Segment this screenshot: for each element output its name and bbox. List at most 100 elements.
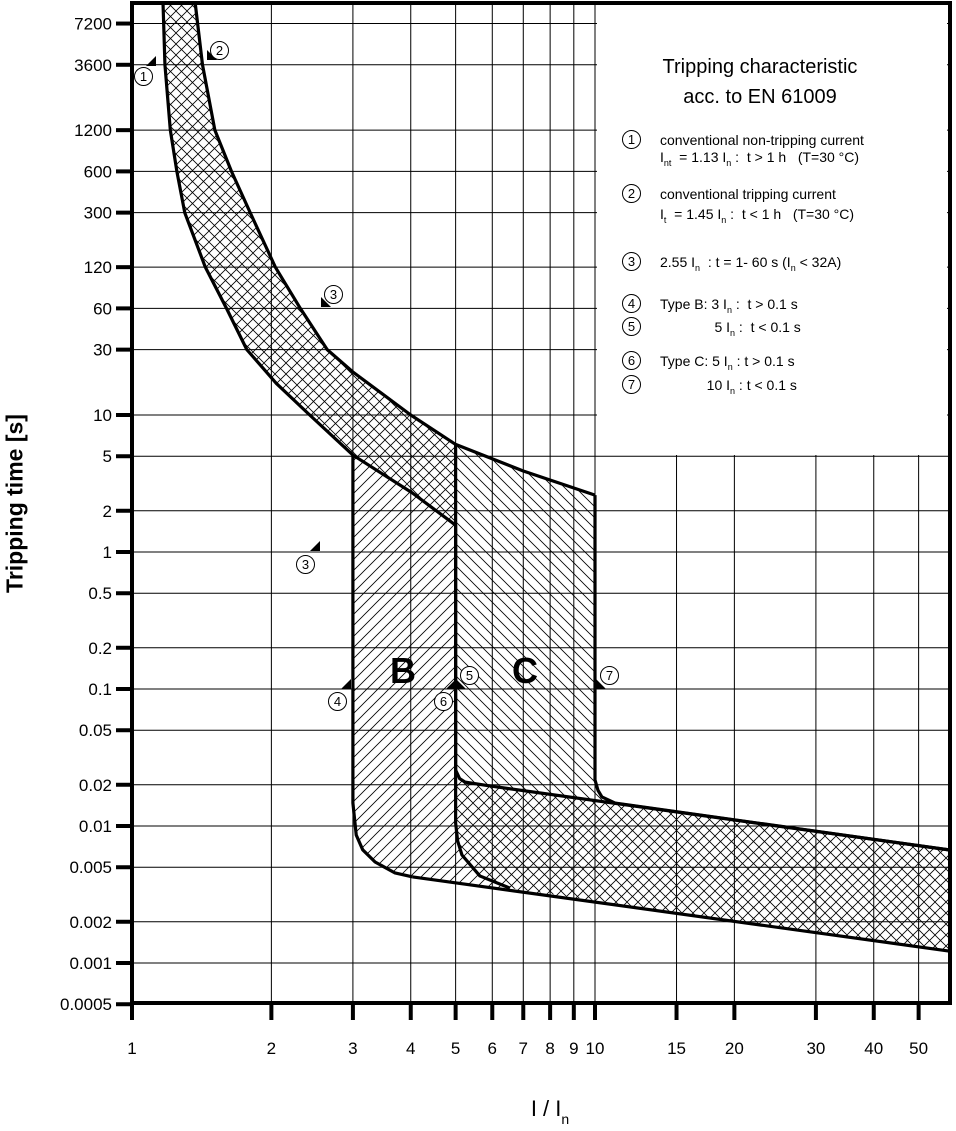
y-tick-label: 1 bbox=[103, 543, 112, 562]
y-tick-label: 120 bbox=[84, 258, 112, 277]
instantaneous-lower-line bbox=[412, 875, 951, 953]
legend-number-5: 5 bbox=[622, 317, 641, 336]
legend-item-text: Type C: 5 In : t > 0.1 s bbox=[660, 354, 795, 372]
x-tick-label: 15 bbox=[667, 1039, 686, 1058]
legend-number-1: 1 bbox=[622, 130, 641, 149]
x-axis-label: I / In bbox=[500, 1096, 600, 1127]
legend-number-4: 4 bbox=[622, 294, 641, 313]
x-tick-label: 30 bbox=[806, 1039, 825, 1058]
legend-item-text: 10 In : t < 0.1 s bbox=[660, 378, 797, 396]
legend-number-2: 2 bbox=[622, 184, 641, 203]
y-tick-label: 300 bbox=[84, 204, 112, 223]
legend-subscript: n bbox=[730, 328, 736, 338]
marker-flag-icon bbox=[446, 679, 456, 689]
legend-item-text: conventional non-tripping current bbox=[660, 133, 864, 147]
y-tick-label: 3600 bbox=[74, 56, 112, 75]
marker-6: 6 bbox=[434, 692, 453, 711]
type-b-lower-curve bbox=[351, 455, 414, 879]
legend-subscript: nt bbox=[663, 158, 672, 168]
legend-item-text: 2.55 In : t = 1- 60 s (In < 32A) bbox=[660, 255, 841, 273]
legend-text: 10 I bbox=[660, 377, 731, 393]
legend-item-text: 5 In : t < 0.1 s bbox=[660, 319, 801, 338]
legend-text: Type B: 3 I bbox=[660, 296, 727, 312]
marker-3: 3 bbox=[324, 285, 343, 304]
marker-flag-icon bbox=[310, 541, 320, 551]
legend-number-7: 7 bbox=[622, 375, 641, 394]
y-tick-label: 10 bbox=[93, 406, 112, 425]
y-tick-label: 0.02 bbox=[79, 776, 112, 795]
legend-text: : t < 1 h (T=30 °C) bbox=[726, 206, 855, 222]
x-tick-label: 20 bbox=[725, 1039, 744, 1058]
y-tick-label: 0.2 bbox=[88, 639, 112, 658]
legend-text: : t = 1- 60 s (I bbox=[700, 254, 791, 270]
marker-5: 5 bbox=[460, 666, 479, 685]
legend-text: 2.55 I bbox=[660, 254, 696, 270]
legend-subscript: n bbox=[730, 386, 736, 396]
y-tick-label: 0.002 bbox=[69, 913, 112, 932]
x-tick-label: 2 bbox=[267, 1039, 276, 1058]
legend-item-text: Int = 1.13 In : t > 1 h (T=30 °C) bbox=[660, 150, 859, 168]
legend-background bbox=[597, 5, 947, 455]
legend-item-text: conventional tripping current bbox=[660, 187, 836, 201]
legend-number-3: 3 bbox=[622, 252, 641, 271]
legend-text: : t < 0.1 s bbox=[735, 377, 797, 393]
x-tick-label: 8 bbox=[545, 1039, 554, 1058]
legend-text: I bbox=[660, 206, 664, 222]
x-tick-label: 9 bbox=[569, 1039, 578, 1058]
legend-number-6: 6 bbox=[622, 351, 641, 370]
marker-1: 1 bbox=[134, 67, 153, 86]
x-tick-label: 5 bbox=[451, 1039, 460, 1058]
legend-text: : t > 1 h (T=30 °C) bbox=[731, 149, 860, 165]
y-tick-label: 0.0005 bbox=[60, 995, 112, 1014]
chart-title-line-2: acc. to EN 61009 bbox=[683, 86, 837, 108]
y-tick-label: 1200 bbox=[74, 121, 112, 140]
x-tick-label: 3 bbox=[348, 1039, 357, 1058]
legend-item-text: It = 1.45 In : t < 1 h (T=30 °C) bbox=[660, 207, 854, 225]
type-c-lower-curve bbox=[454, 444, 511, 890]
axes: 1 2 3 4 5 6 7 8 9 10 15 20 30 40 507200360012006003001… bbox=[60, 1, 952, 1058]
marker-flag-icon bbox=[456, 679, 466, 689]
legend-item-text: Type B: 3 In : t > 0.1 s bbox=[660, 297, 798, 315]
x-tick-label: 10 bbox=[586, 1039, 605, 1058]
legend-text: conventional non-tripping current bbox=[660, 132, 864, 148]
legend-subscript: n bbox=[726, 158, 732, 168]
legend-subscript: n bbox=[695, 263, 701, 273]
legend-text: : t < 0.1 s bbox=[735, 319, 801, 335]
y-tick-label: 600 bbox=[84, 162, 112, 181]
y-tick-label: 0.5 bbox=[88, 584, 112, 603]
legend-text: < 32A) bbox=[795, 254, 842, 270]
marker-4: 4 bbox=[328, 692, 347, 711]
marker-flag-icon bbox=[321, 297, 331, 307]
marker-flags bbox=[146, 50, 606, 689]
marker-flag-icon bbox=[146, 56, 156, 66]
y-tick-label: 5 bbox=[103, 447, 112, 466]
x-tick-label: 6 bbox=[488, 1039, 497, 1058]
legend-text: : t > 0.1 s bbox=[732, 353, 795, 369]
legend-text: : t > 0.1 s bbox=[731, 296, 798, 312]
plot-frame bbox=[130, 1, 952, 1005]
x-axis-label-sub: n bbox=[561, 1111, 570, 1127]
legend-text: Type C: 5 I bbox=[660, 353, 728, 369]
legend-subscript: t bbox=[663, 215, 667, 225]
y-tick-label: 2 bbox=[103, 502, 112, 521]
x-tick-label: 40 bbox=[864, 1039, 883, 1058]
x-axis-label-main: I / I bbox=[530, 1096, 562, 1121]
y-tick-label: 0.01 bbox=[79, 817, 112, 836]
legend-text: 5 I bbox=[660, 319, 731, 335]
y-tick-label: 30 bbox=[93, 341, 112, 360]
y-tick-label: 7200 bbox=[74, 15, 112, 34]
marker-flag-icon bbox=[596, 679, 606, 689]
x-tick-label: 7 bbox=[519, 1039, 528, 1058]
type-c-region bbox=[455, 444, 950, 952]
legend-subscript: n bbox=[721, 215, 727, 225]
legend-text: = 1.45 I bbox=[666, 206, 722, 222]
legend-text: I bbox=[660, 149, 664, 165]
legend-text: = 1.13 I bbox=[671, 149, 727, 165]
x-tick-label: 50 bbox=[909, 1039, 928, 1058]
y-tick-label: 60 bbox=[93, 299, 112, 318]
curves bbox=[161, 3, 951, 953]
marker-7: 7 bbox=[600, 666, 619, 685]
y-tick-label: 0.05 bbox=[79, 721, 112, 740]
y-axis-label: Tripping time [s] bbox=[1, 414, 28, 593]
